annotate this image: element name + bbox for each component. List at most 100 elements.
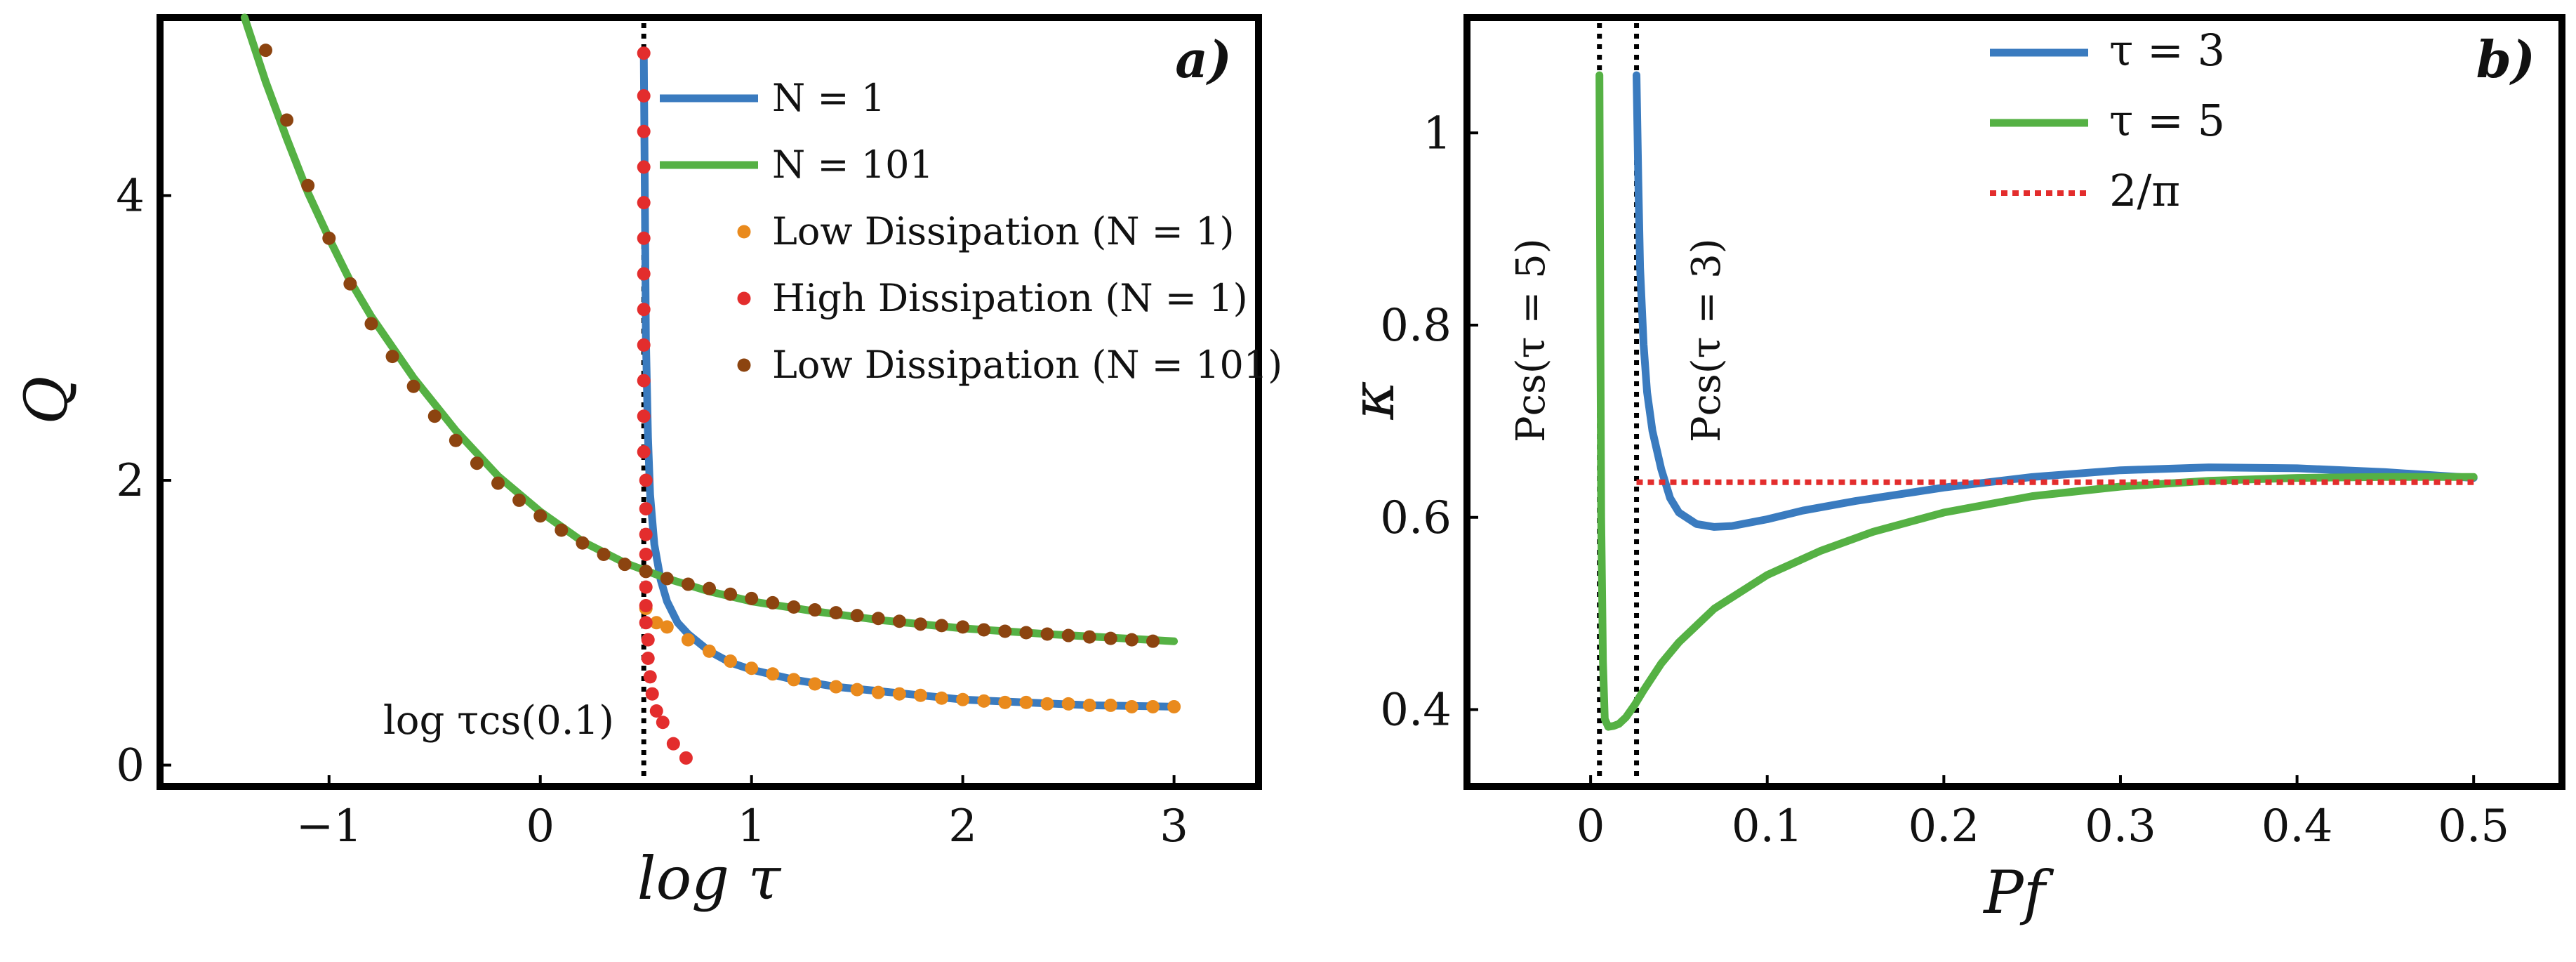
panel-a-series-high-dissipation-n-1-point (639, 527, 653, 541)
panel-a-series-low-dissipation-n-101-point (470, 456, 484, 470)
panel-a-series-high-dissipation-n-1-point (639, 616, 653, 630)
panel-a-series-high-dissipation-n-1-point (639, 473, 653, 487)
panel-b-xtick-label: 0.4 (2262, 800, 2333, 852)
panel-a-series-high-dissipation-n-1-point (643, 670, 657, 684)
panel-a-series-low-dissipation-n-101-point (1019, 626, 1033, 640)
panel-a-series-low-dissipation-n-101-point (322, 231, 336, 245)
panel-a-legend: N = 1 N = 101 Low Dissipation (N = 1) High … (660, 76, 1282, 387)
panel-a-series-low-dissipation-n-1-point (850, 683, 864, 697)
panel-b: 0 0.1 0.2 0.3 0.4 0.5 0.4 0.6 0.8 1 b) Pf κ Pcs(τ… (1339, 14, 2565, 927)
panel-a-series-low-dissipation-n-101-point (1040, 627, 1054, 641)
panel-a-series-high-dissipation-n-1-point (637, 409, 651, 423)
panel-a-series (240, 13, 1181, 765)
panel-a-series-low-dissipation-n-101-point (280, 113, 294, 127)
panel-a-legend-high-dissipation-n-1-label: High Dissipation (N = 1) (772, 276, 1248, 320)
panel-a-series-low-dissipation-n-1-point (829, 680, 843, 694)
panel-b-series-3-line (1633, 71, 2478, 531)
panel-a-series-low-dissipation-n-101-point (829, 606, 843, 620)
panel-a-series-high-dissipation-n-1-point (637, 374, 651, 388)
panel-a-series-low-dissipation-n-101-point (512, 493, 526, 507)
panel-a-series-low-dissipation-n-1-point (1019, 695, 1033, 709)
panel-a-series-low-dissipation-n-101-point (343, 277, 357, 291)
panel-a-ytick-label: 4 (116, 170, 145, 222)
panel-b-series (1595, 71, 2478, 731)
panel-a-series-high-dissipation-n-1-point (637, 267, 651, 281)
panel-a-series-low-dissipation-n-1-point (703, 644, 716, 658)
panel-b-series-5-line (1595, 71, 2478, 731)
panel-a-series-low-dissipation-n-101-point (977, 623, 991, 637)
panel-a-series-low-dissipation-n-101-point (1082, 630, 1096, 644)
panel-a-series-high-dissipation-n-1-point (637, 338, 651, 352)
panel-a-series-low-dissipation-n-1-point (745, 661, 759, 676)
panel-a-series-high-dissipation-n-1-point (637, 89, 651, 103)
panel-a-series-low-dissipation-n-1-point (871, 685, 885, 699)
panel-a-vline-label: log τcs(0.1) (383, 698, 614, 744)
panel-a-legend-low-dissipation-n-1-label: Low Dissipation (N = 1) (772, 209, 1235, 253)
panel-a-series-low-dissipation-n-101-point (406, 379, 420, 393)
panel-b-legend-2-label: 2/π (2109, 165, 2180, 216)
panel-a-series-low-dissipation-n-1-point (766, 667, 780, 681)
panel-b-xtick-label: 0.3 (2085, 800, 2156, 852)
panel-a-legend-n-101-label: N = 101 (772, 143, 934, 187)
panel-a-series-low-dissipation-n-101-point (892, 614, 906, 628)
panel-b-ylabel: κ (1339, 381, 1407, 420)
panel-a-series-high-dissipation-n-1-point (637, 46, 651, 60)
panel-a-series-low-dissipation-n-101-point (745, 591, 759, 605)
panel-a-series-high-dissipation-n-1-point (639, 502, 653, 516)
panel-a-series-low-dissipation-n-101-point (913, 617, 927, 631)
panel-a-series-low-dissipation-n-101-point (850, 609, 864, 623)
panel-a-series-low-dissipation-n-1-point (892, 687, 906, 701)
panel-a-series-low-dissipation-n-101-point (935, 619, 949, 633)
panel-a-xtick-label: 3 (1160, 800, 1188, 852)
panel-a-series-low-dissipation-n-101-point (385, 350, 399, 364)
panel-a-series-low-dissipation-n-101-point (871, 612, 885, 626)
panel-a-series-low-dissipation-n-101-point (449, 433, 463, 447)
panel-a-series-low-dissipation-n-101-point (660, 572, 674, 586)
panel-a-series-low-dissipation-n-101-point (787, 600, 801, 614)
panel-a-series-low-dissipation-n-101-point (301, 178, 315, 192)
panel-a-series-high-dissipation-n-1-point (639, 580, 653, 594)
panel-a-series-low-dissipation-n-101-point (1146, 634, 1160, 648)
panel-a-series-low-dissipation-n-101-point (766, 595, 780, 610)
panel-a-series-low-dissipation-n-101-point (364, 317, 378, 331)
panel-a-series-low-dissipation-n-1-point (724, 654, 738, 668)
panel-a-series-low-dissipation-n-101-point (1061, 628, 1075, 643)
panel-a-series-low-dissipation-n-1-point (1103, 698, 1117, 712)
panel-a-series-high-dissipation-n-1-point (639, 547, 653, 561)
panel-a-series-high-dissipation-n-1-point (649, 704, 663, 718)
panel-a-series-low-dissipation-n-1-point (935, 691, 949, 705)
panel-a-series-high-dissipation-n-1-point (637, 231, 651, 245)
panel-b-xlabel: Pf (1982, 858, 2054, 927)
panel-a-series-low-dissipation-n-101-point (639, 565, 653, 579)
panel-a-series-low-dissipation-n-1-point (649, 616, 663, 630)
panel-a-series-high-dissipation-n-1-point (641, 633, 655, 647)
panel-b-axes: 0 0.1 0.2 0.3 0.4 0.5 0.4 0.6 0.8 1 (1380, 107, 2509, 852)
panel-b-legend-5-label: τ = 5 (2109, 95, 2225, 146)
panel-a-series-low-dissipation-n-101-point (724, 587, 738, 601)
panel-a-series-high-dissipation-n-1-point (639, 598, 653, 612)
panel-b-tag: b) (2476, 29, 2535, 89)
panel-a-series-high-dissipation-n-1-point (645, 687, 659, 701)
panel-a-series-low-dissipation-n-1-point (1061, 697, 1075, 711)
panel-a-series-low-dissipation-n-101-point (618, 558, 632, 572)
panel-a-series-low-dissipation-n-101-point (956, 620, 970, 634)
panel-b-ytick-label: 0.6 (1380, 492, 1452, 544)
panel-a-series-high-dissipation-n-1-point (656, 716, 670, 730)
panel-a-series-low-dissipation-n-1-point (998, 695, 1012, 709)
panel-a-series-low-dissipation-n-101-point (681, 577, 695, 591)
panel-b-ytick-label: 1 (1423, 107, 1452, 159)
panel-a-series-low-dissipation-n-101-point (576, 536, 590, 550)
panel-a-series-low-dissipation-n-101-point (533, 509, 547, 523)
panel-a-ytick-label: 0 (116, 740, 145, 792)
panel-a-series-low-dissipation-n-101-point (258, 44, 272, 58)
panel-a-series-low-dissipation-n-101-point (1124, 633, 1138, 647)
panel-a-xtick-label: 2 (948, 800, 977, 852)
panel-a-legend-low-dissipation-n-101-label: Low Dissipation (N = 101) (772, 343, 1282, 387)
panel-a-axes: −1 0 1 2 3 0 2 4 (116, 170, 1188, 852)
panel-a-ylabel: Q (12, 376, 81, 425)
panel-b-ytick-label: 0.8 (1380, 300, 1452, 352)
panel-a-legend-low-dissipation-n-1-marker (737, 225, 751, 239)
panel-a-series-low-dissipation-n-1-point (1167, 699, 1181, 713)
panel-a-series-low-dissipation-n-101-point (808, 603, 822, 617)
